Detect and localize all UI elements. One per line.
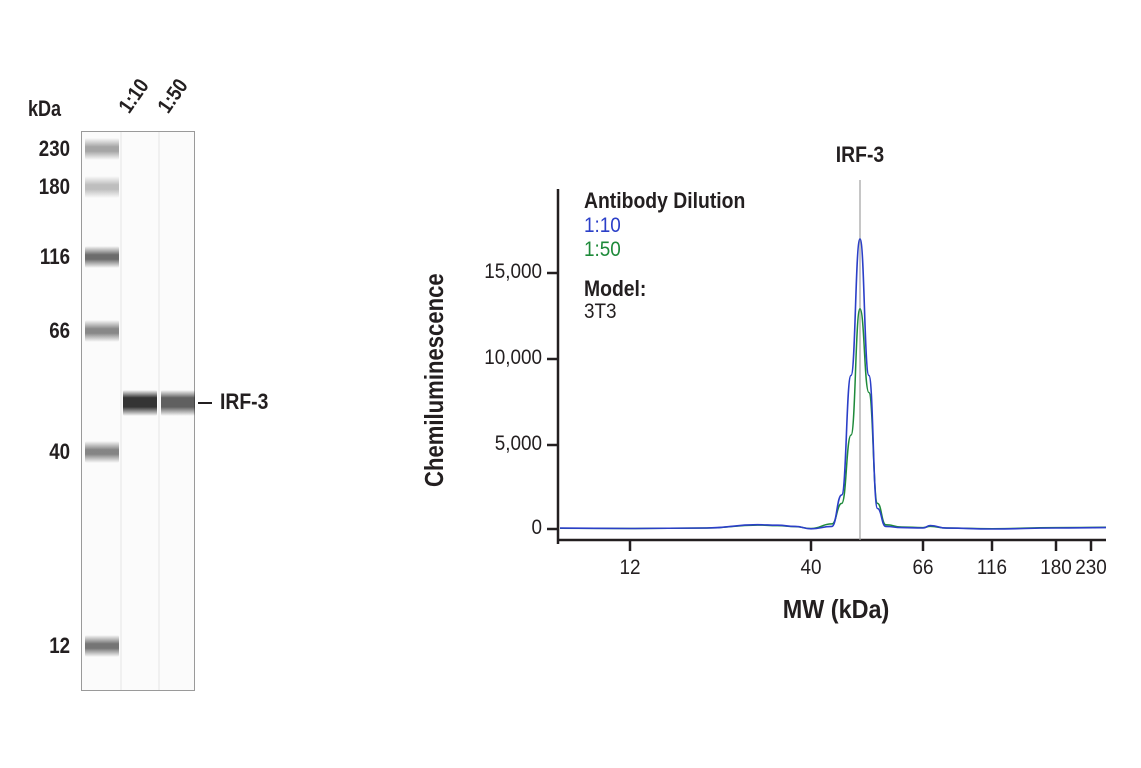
mw-label-12: 12 [49,633,70,658]
x-axis-title: MW (kDa) [782,594,890,624]
x-tick-label: 40 [800,556,822,579]
legend-title: Antibody Dilution [584,188,746,213]
sample-band-lane-2 [161,390,195,416]
lane-divider [120,132,122,690]
x-tick-label: 12 [619,556,641,579]
blot-image [81,131,195,691]
band-pointer-line [198,402,212,404]
legend-item-1-50: 1:50 [584,238,621,261]
legend-item-1-10: 1:10 [584,214,621,237]
series-line-1-10 [559,238,1107,530]
lane-divider [158,132,160,690]
x-tick-label: 180 [1040,556,1072,579]
y-tick-label: 10,000 [484,346,542,369]
mw-label-66: 66 [49,318,70,343]
mw-label-40: 40 [49,439,70,464]
ladder-band-230 [85,138,119,160]
peak-title: IRF-3 [835,142,885,167]
y-tick-label: 0 [531,516,542,539]
mw-label-180: 180 [38,174,70,199]
sample-band-lane-1 [123,390,157,416]
ladder-band-12 [85,635,119,657]
model-label: Model: [584,276,647,301]
blot-unit-label: kDa [28,96,62,121]
x-tick-label: 230 [1075,556,1107,579]
mw-label-116: 116 [39,244,70,269]
ladder-band-40 [85,441,119,463]
ladder-band-116 [85,246,119,268]
x-tick-label: 116 [976,556,1008,579]
model-value: 3T3 [584,300,617,323]
tick-marks [547,271,1093,551]
mw-label-230: 230 [38,136,70,161]
series-line-1-50 [559,308,1107,530]
ladder-band-180 [85,176,119,198]
ladder-band-66 [85,320,119,342]
x-tick-label: 66 [912,556,934,579]
y-tick-label: 5,000 [494,432,542,455]
y-tick-label: 15,000 [484,260,542,283]
band-label: IRF-3 [220,389,269,414]
